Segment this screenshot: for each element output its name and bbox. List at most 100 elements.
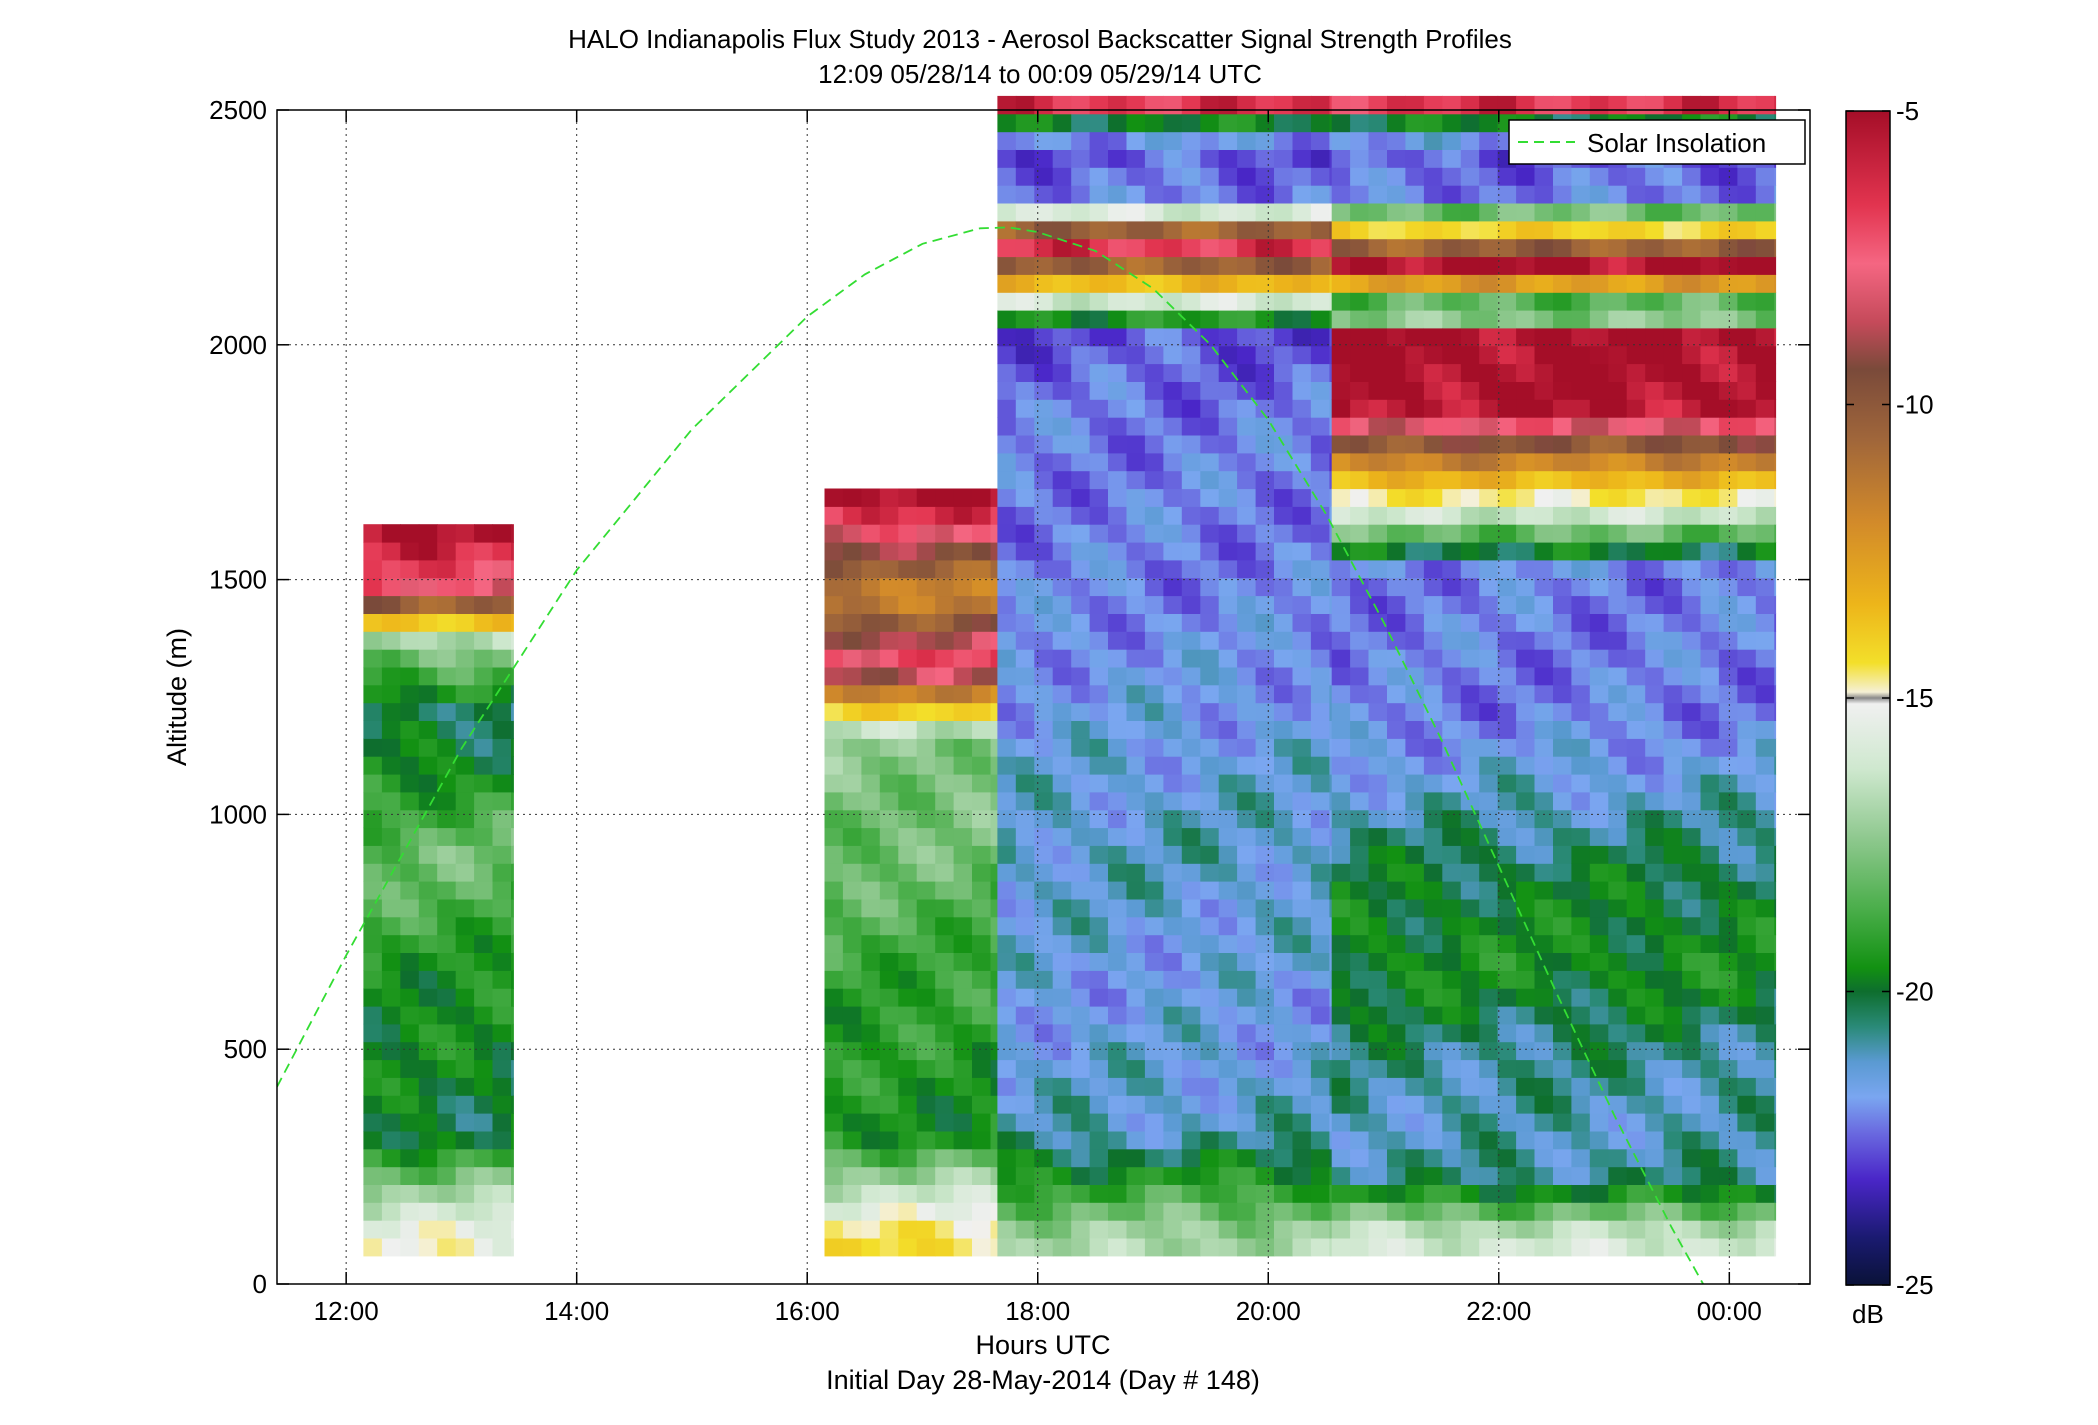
heatmap-cell — [1034, 149, 1054, 168]
heatmap-cell — [1589, 595, 1609, 614]
heatmap-cell — [1329, 756, 1333, 775]
heatmap-cell — [1015, 149, 1035, 168]
heatmap-cell — [1126, 1184, 1146, 1203]
heatmap-cell — [1255, 1220, 1275, 1239]
heatmap-cell — [1589, 363, 1609, 382]
heatmap-cell — [1423, 577, 1443, 597]
heatmap-cell — [1350, 934, 1370, 953]
heatmap-cell — [1200, 809, 1220, 829]
heatmap-cell — [1718, 506, 1738, 525]
heatmap-cell — [935, 1130, 955, 1150]
heatmap-cell — [1108, 774, 1127, 793]
heatmap-cell — [1497, 1059, 1517, 1078]
heatmap-cell — [1350, 1095, 1370, 1114]
heatmap-cell — [1460, 203, 1480, 222]
heatmap-cell — [1310, 310, 1330, 329]
heatmap-cell — [997, 845, 1017, 864]
heatmap-cell — [1052, 363, 1072, 382]
heatmap-cell — [1534, 238, 1554, 258]
heatmap-cell — [1755, 916, 1775, 936]
heatmap-cell — [1774, 738, 1777, 757]
heatmap-cell — [1442, 506, 1462, 525]
heatmap-cell — [1292, 666, 1312, 686]
heatmap-cell — [1534, 274, 1554, 293]
heatmap-cell — [1718, 417, 1738, 436]
heatmap-cell — [898, 934, 918, 953]
heatmap-cell — [1071, 1130, 1091, 1150]
heatmap-cell — [1755, 1166, 1775, 1185]
heatmap-cell — [1237, 1113, 1257, 1132]
heatmap-cell — [1534, 613, 1554, 632]
heatmap-cell — [363, 1220, 383, 1239]
heatmap-cell — [1015, 934, 1035, 953]
heatmap-cell — [1460, 1006, 1480, 1025]
heatmap-cell — [1608, 345, 1628, 365]
heatmap-cell — [1218, 417, 1238, 436]
heatmap-cell — [455, 1130, 475, 1150]
heatmap-cell — [824, 542, 844, 561]
heatmap-cell — [1700, 1220, 1720, 1239]
heatmap-cell — [1387, 1041, 1406, 1061]
heatmap-cell — [1200, 988, 1220, 1007]
heatmap-cell — [1479, 1238, 1499, 1257]
heatmap-cell — [898, 1184, 918, 1203]
heatmap-cell — [1089, 649, 1109, 668]
heatmap-cell — [1553, 595, 1572, 614]
heatmap-cell — [935, 845, 955, 864]
heatmap-cell — [492, 1023, 512, 1043]
heatmap-cell — [511, 756, 514, 775]
heatmap-cell — [1237, 524, 1257, 543]
heatmap-cell — [824, 916, 844, 936]
heatmap-cell — [1442, 595, 1462, 614]
heatmap-cell — [1423, 702, 1443, 721]
heatmap-cell — [1718, 1006, 1738, 1025]
heatmap-cell — [1755, 542, 1775, 561]
heatmap-cell — [1626, 524, 1646, 543]
heatmap-cell — [1442, 488, 1462, 507]
heatmap-cell — [1331, 292, 1351, 311]
heatmap-cell — [1626, 988, 1646, 1007]
heatmap-cell — [1589, 417, 1609, 436]
heatmap-cell — [1387, 95, 1406, 115]
heatmap-cell — [1774, 345, 1777, 365]
heatmap-cell — [1718, 1202, 1738, 1221]
heatmap-cell — [898, 684, 918, 704]
heatmap-cell — [437, 542, 457, 561]
heatmap-cell — [1608, 1202, 1628, 1221]
heatmap-cell — [898, 506, 918, 525]
heatmap-cell — [1737, 488, 1757, 507]
heatmap-cell — [1645, 256, 1665, 275]
heatmap-cell — [1442, 916, 1462, 936]
heatmap-cell — [1405, 327, 1425, 347]
heatmap-cell — [1571, 791, 1591, 811]
heatmap-cell — [1479, 149, 1499, 168]
heatmap-cell — [400, 1220, 420, 1239]
heatmap-cell — [997, 1059, 1017, 1078]
heatmap-cell — [1237, 898, 1257, 918]
heatmap-cell — [1292, 113, 1312, 133]
heatmap-cell — [1589, 470, 1609, 490]
heatmap-cell — [1497, 1184, 1517, 1203]
heatmap-cell — [1274, 327, 1293, 347]
heatmap-cell — [935, 613, 955, 632]
heatmap-cell — [1310, 684, 1330, 704]
heatmap-cell — [1237, 666, 1257, 686]
heatmap-cell — [1255, 95, 1275, 115]
heatmap-cell — [1350, 399, 1370, 418]
heatmap-cell — [898, 613, 918, 632]
heatmap-cell — [1274, 791, 1293, 811]
heatmap-cell — [1034, 167, 1054, 186]
heatmap-cell — [972, 488, 991, 507]
heatmap-cell — [1608, 1166, 1628, 1185]
heatmap-cell — [861, 791, 881, 811]
heatmap-cell — [1144, 595, 1164, 614]
heatmap-cell — [1200, 613, 1220, 632]
heatmap-cell — [1237, 470, 1257, 490]
heatmap-cell — [1553, 310, 1572, 329]
heatmap-cell — [1108, 292, 1127, 311]
heatmap-cell — [400, 631, 420, 650]
heatmap-cell — [1071, 435, 1091, 454]
heatmap-cell — [842, 613, 862, 632]
heatmap-cell — [1608, 327, 1628, 347]
heatmap-cell — [1626, 363, 1646, 382]
